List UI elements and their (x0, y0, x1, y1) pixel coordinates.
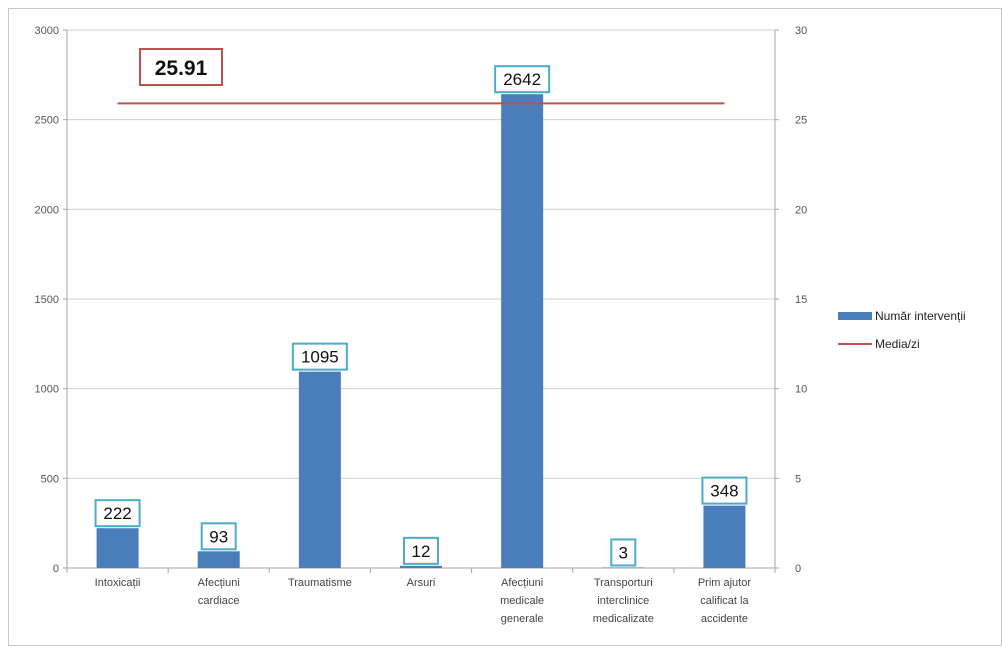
legend-label-bars: Număr intervenții (875, 309, 966, 323)
data-label-box (403, 536, 439, 565)
x-tick-label: Intoxicații (95, 577, 141, 589)
data-label-box (291, 342, 348, 371)
legend-swatch-bars (838, 312, 872, 320)
y-left-tick-label: 500 (41, 473, 59, 485)
bar (96, 528, 139, 568)
bar (501, 94, 544, 569)
y-right-tick-label: 30 (795, 25, 807, 37)
x-tick-label: Afecțiuni (501, 577, 543, 589)
y-right-tick-label: 20 (795, 204, 807, 216)
bar (703, 505, 746, 568)
x-tick-label: accidente (701, 613, 748, 625)
y-right-tick-label: 5 (795, 473, 801, 485)
bar (602, 567, 645, 568)
bar (197, 551, 240, 568)
chart-frame: 0 500 1000 1500 2000 2500 3000 0 5 10 15 20 25 30 Into… (8, 8, 1002, 646)
bar (400, 565, 442, 568)
x-tick-label: calificat la (700, 595, 749, 607)
x-tick-label: interclinice (597, 595, 649, 607)
x-tick-label: Traumatisme (288, 577, 352, 589)
x-tick-label: Afecțiuni (198, 577, 240, 589)
x-tick-label: Transporturi (594, 577, 653, 589)
data-label: 1095 (301, 348, 339, 367)
data-label-box (701, 476, 748, 505)
data-label: 222 (103, 504, 131, 523)
y-right-tick-label: 15 (795, 294, 807, 306)
data-label-box (200, 522, 237, 551)
data-label: 2642 (503, 70, 541, 89)
data-label-box (610, 538, 637, 567)
data-label-box (94, 499, 141, 528)
x-tick-label: Arsuri (407, 577, 436, 589)
data-label: 93 (209, 527, 228, 546)
y-right-tick-label: 25 (795, 115, 807, 127)
y-left-tick-label: 0 (53, 563, 59, 575)
x-tick-label: medicalizate (593, 613, 654, 625)
legend-label-line: Media/zi (875, 337, 920, 351)
x-tick-label: Prim ajutor (698, 577, 752, 589)
data-label-box (494, 65, 551, 94)
bar-chart: 0 500 1000 1500 2000 2500 3000 0 5 10 15 20 25 30 Into… (35, 25, 966, 625)
data-label: 12 (412, 542, 431, 561)
x-tick-label: cardiace (198, 595, 240, 607)
y-left-tick-label: 2000 (35, 204, 59, 216)
bar (298, 371, 341, 568)
x-tick-label: generale (501, 613, 544, 625)
y-left-tick-label: 1500 (35, 294, 59, 306)
average-label: 25.91 (155, 57, 208, 80)
data-label: 348 (710, 482, 738, 501)
y-left-tick-label: 1000 (35, 384, 59, 396)
y-right-tick-label: 0 (795, 563, 801, 575)
data-label: 3 (619, 543, 628, 562)
y-left-tick-label: 2500 (35, 115, 59, 127)
x-tick-label: medicale (500, 595, 544, 607)
average-label-box (139, 48, 223, 86)
y-right-tick-label: 10 (795, 384, 807, 396)
y-left-tick-label: 3000 (35, 25, 59, 37)
